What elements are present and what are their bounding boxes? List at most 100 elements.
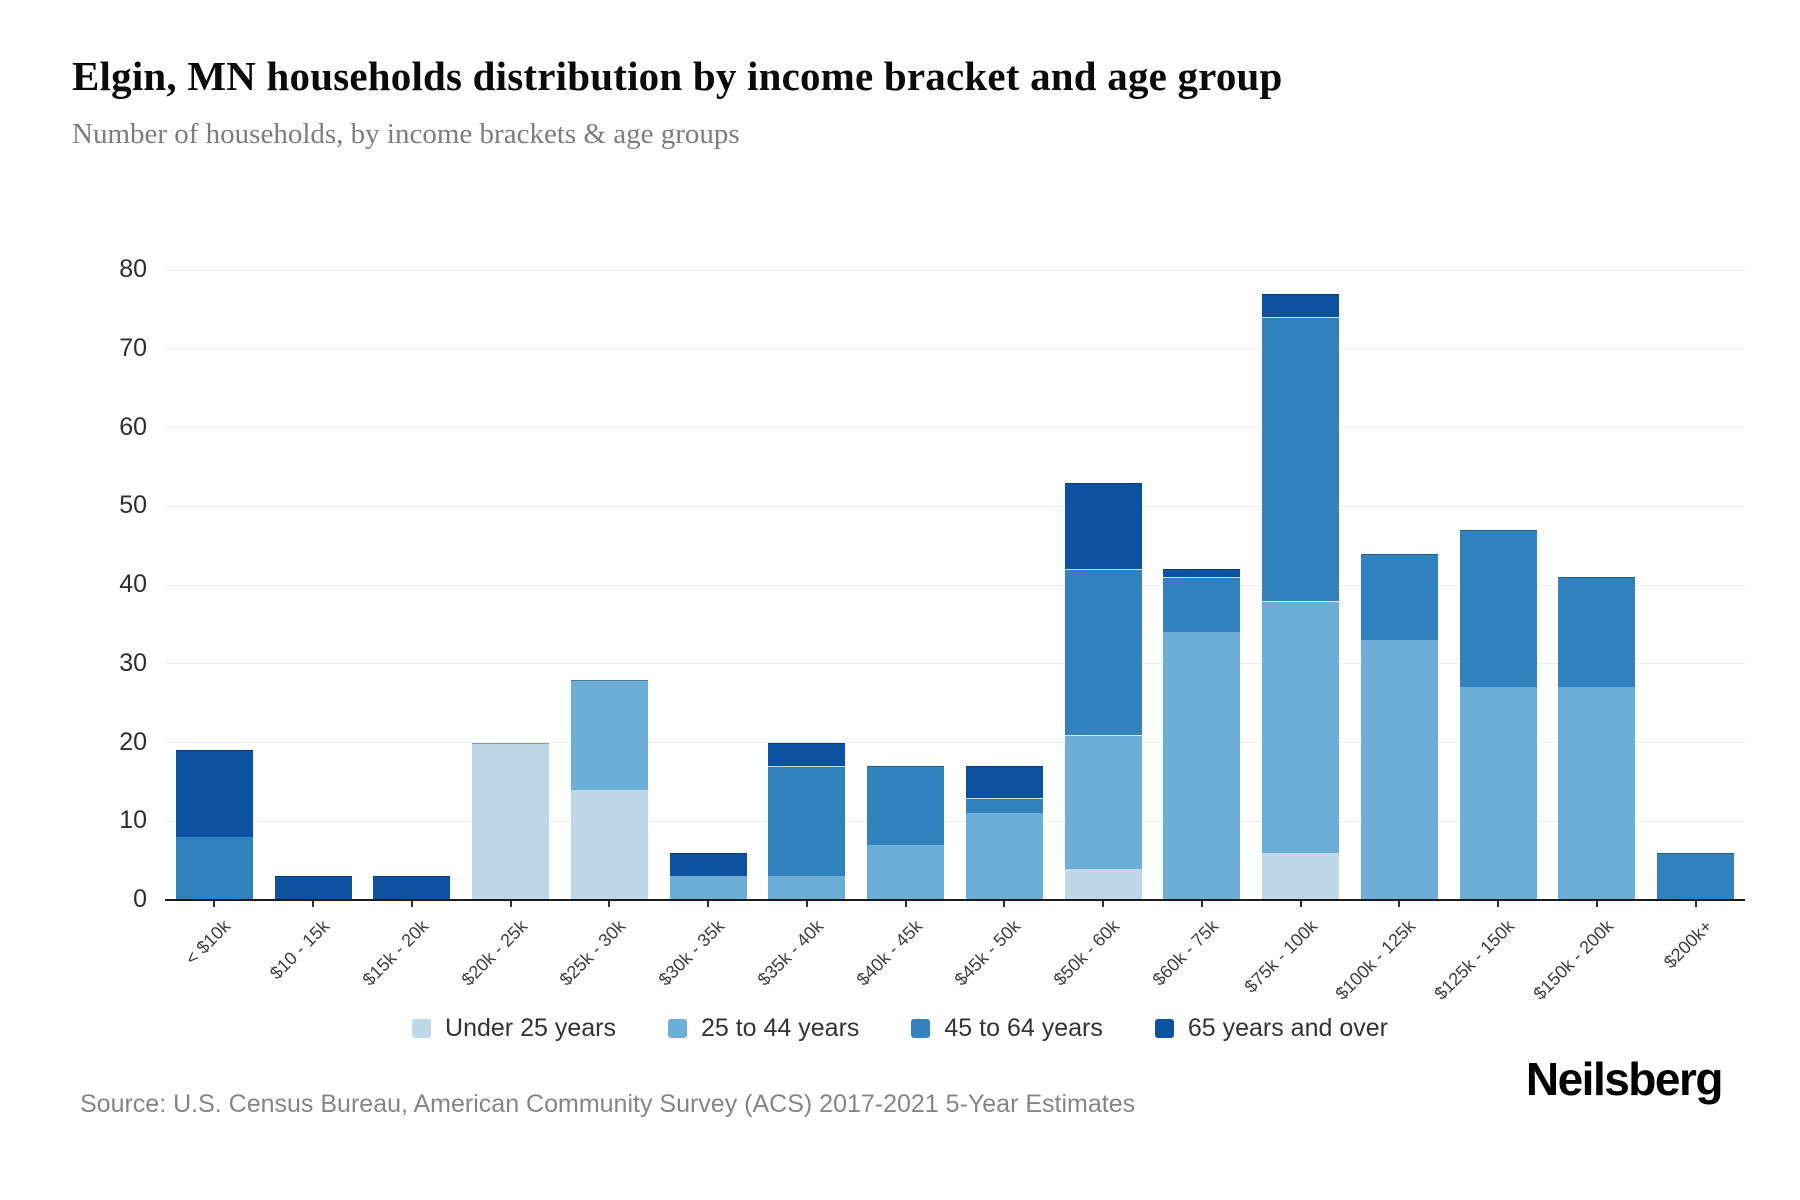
chart-title: Elgin, MN households distribution by inc… bbox=[72, 53, 1283, 99]
bar-segment--10k-series-3[interactable] bbox=[175, 750, 253, 837]
bar-segment--30k-35k-series-3[interactable] bbox=[669, 852, 747, 877]
legend-label: Under 25 years bbox=[445, 1014, 616, 1042]
bar-segment--200k+-series-2[interactable] bbox=[1657, 852, 1735, 900]
y-tick-label-80: 80 bbox=[119, 255, 147, 283]
x-tick-mark-1 bbox=[312, 900, 315, 907]
x-tick-label--10-15k: $10 - 15k bbox=[266, 916, 334, 984]
x-tick-label--50k-60k: $50k - 60k bbox=[1049, 916, 1124, 990]
x-tick-mark-2 bbox=[410, 900, 413, 907]
gridline-y-10 bbox=[165, 820, 1745, 822]
legend-swatch-icon bbox=[412, 1019, 432, 1038]
x-tick-label--35k-40k: $35k - 40k bbox=[753, 916, 828, 990]
bar-segment--20k-25k-series-0[interactable] bbox=[472, 742, 550, 900]
x-tick-label--30k-35k: $30k - 35k bbox=[654, 916, 729, 990]
x-tick-mark-14 bbox=[1595, 900, 1598, 907]
bar-segment--40k-45k-series-1[interactable] bbox=[867, 844, 945, 900]
x-tick-mark-5 bbox=[707, 900, 710, 907]
x-tick-mark-11 bbox=[1299, 900, 1302, 907]
x-axis-line bbox=[165, 899, 1745, 901]
legend-label: 25 to 44 years bbox=[700, 1014, 860, 1042]
bar-segment--50k-60k-series-1[interactable] bbox=[1064, 734, 1142, 869]
bar-segment--35k-40k-series-3[interactable] bbox=[768, 742, 846, 767]
x-tick-mark-0 bbox=[213, 900, 216, 907]
bar-segment--35k-40k-series-2[interactable] bbox=[768, 766, 846, 877]
bar-segment--40k-45k-series-2[interactable] bbox=[867, 766, 945, 845]
bar-segment--45k-50k-series-2[interactable] bbox=[965, 797, 1043, 814]
x-tick-label--20k-25k: $20k - 25k bbox=[457, 916, 531, 990]
bar-segment--25k-30k-series-1[interactable] bbox=[570, 679, 648, 790]
y-tick-label-60: 60 bbox=[119, 412, 147, 441]
gridline-y-40 bbox=[165, 584, 1745, 586]
x-tick-label--150k-200k: $150k - 200k bbox=[1529, 916, 1618, 1004]
bar-segment--100k-125k-series-2[interactable] bbox=[1360, 553, 1438, 641]
bar-segment--75k-100k-series-2[interactable] bbox=[1262, 317, 1340, 601]
bar-segment--10k-series-2[interactable] bbox=[175, 837, 253, 900]
bar-segment--15k-20k-series-3[interactable] bbox=[373, 876, 451, 900]
bar-segment--50k-60k-series-0[interactable] bbox=[1064, 868, 1142, 900]
y-tick-label-70: 70 bbox=[119, 333, 147, 362]
x-tick-label--40k-45k: $40k - 45k bbox=[852, 916, 926, 990]
x-tick-mark-15 bbox=[1694, 900, 1697, 907]
x-tick-label--60k-75k: $60k - 75k bbox=[1148, 916, 1223, 990]
bar-segment--100k-125k-series-1[interactable] bbox=[1360, 640, 1438, 900]
legend-item-3[interactable]: 65 years and over bbox=[1154, 1014, 1388, 1043]
x-tick-mark-6 bbox=[805, 900, 808, 907]
legend-item-1[interactable]: 25 to 44 years bbox=[667, 1014, 860, 1043]
x-tick-label--75k-100k: $75k - 100k bbox=[1240, 916, 1321, 997]
y-tick-label-10: 10 bbox=[119, 806, 147, 835]
bar-segment--60k-75k-series-2[interactable] bbox=[1163, 577, 1241, 633]
bar-segment--75k-100k-series-3[interactable] bbox=[1262, 293, 1340, 318]
y-tick-label-30: 30 bbox=[119, 648, 147, 677]
x-tick-mark-9 bbox=[1102, 900, 1105, 907]
x-tick-mark-3 bbox=[509, 900, 512, 907]
x-tick-label--15k-20k: $15k - 20k bbox=[358, 916, 433, 990]
plot-area: 0 10 20 30 40 50 60 70 80 < $10k $10 - 15k $15k - 2… bbox=[119, 257, 1745, 1004]
bar-segment--35k-40k-series-1[interactable] bbox=[768, 876, 846, 900]
bar-segment--60k-75k-series-3[interactable] bbox=[1163, 569, 1241, 578]
bar-segment--150k-200k-series-1[interactable] bbox=[1558, 687, 1636, 900]
y-tick-label-20: 20 bbox=[119, 727, 147, 756]
legend-swatch-icon bbox=[667, 1019, 687, 1038]
legend-label: 45 to 64 years bbox=[944, 1014, 1103, 1042]
x-tick-mark-4 bbox=[608, 900, 611, 907]
legend-item-0[interactable]: Under 25 years bbox=[412, 1014, 616, 1043]
x-tick-mark-12 bbox=[1398, 900, 1401, 907]
bar-segment--45k-50k-series-3[interactable] bbox=[965, 766, 1043, 798]
bar-segment--125k-150k-series-1[interactable] bbox=[1459, 687, 1537, 900]
legend-swatch-icon bbox=[1154, 1019, 1174, 1038]
bar-segment--75k-100k-series-0[interactable] bbox=[1262, 852, 1340, 900]
bar-segment--30k-35k-series-1[interactable] bbox=[669, 876, 747, 900]
gridline-y-20 bbox=[165, 742, 1745, 743]
y-tick-label-40: 40 bbox=[119, 570, 147, 598]
x-tick-label--200k+: $200k+ bbox=[1659, 916, 1716, 973]
bar-segment--50k-60k-series-2[interactable] bbox=[1064, 569, 1142, 735]
x-tick-label--10k: < $10k bbox=[181, 916, 235, 969]
legend-item-2[interactable]: 45 to 64 years bbox=[911, 1014, 1103, 1043]
x-tick-mark-10 bbox=[1200, 900, 1203, 907]
y-tick-label-0: 0 bbox=[133, 885, 147, 913]
x-tick-mark-7 bbox=[904, 900, 907, 907]
bar-segment--150k-200k-series-2[interactable] bbox=[1558, 577, 1636, 688]
gridline-y-60 bbox=[165, 427, 1745, 428]
bar-segment--45k-50k-series-1[interactable] bbox=[965, 813, 1043, 900]
gridline-y-50 bbox=[165, 505, 1745, 507]
bar-segment--50k-60k-series-3[interactable] bbox=[1064, 482, 1142, 570]
chart-subtitle: Number of households, by income brackets… bbox=[72, 118, 740, 150]
gridline-y-80 bbox=[165, 269, 1745, 271]
bar-segment--10-15k-series-3[interactable] bbox=[274, 876, 352, 900]
y-tick-label-50: 50 bbox=[119, 491, 147, 520]
source-note: Source: U.S. Census Bureau, American Com… bbox=[80, 1090, 1136, 1118]
bar-segment--75k-100k-series-1[interactable] bbox=[1262, 600, 1340, 853]
chart-legend: Under 25 years 25 to 44 years 45 to 64 yea… bbox=[0, 1014, 1800, 1043]
x-tick-label--100k-125k: $100k - 125k bbox=[1331, 916, 1420, 1004]
x-tick-mark-8 bbox=[1003, 900, 1006, 907]
bar-segment--60k-75k-series-1[interactable] bbox=[1163, 632, 1241, 900]
legend-swatch-icon bbox=[911, 1019, 931, 1038]
bar-segment--125k-150k-series-2[interactable] bbox=[1459, 529, 1537, 688]
bar-segment--25k-30k-series-0[interactable] bbox=[570, 789, 648, 900]
gridline-y-30 bbox=[165, 663, 1745, 665]
x-tick-mark-13 bbox=[1497, 900, 1500, 907]
x-tick-label--125k-150k: $125k - 150k bbox=[1430, 916, 1519, 1004]
gridline-y-70 bbox=[165, 348, 1745, 350]
